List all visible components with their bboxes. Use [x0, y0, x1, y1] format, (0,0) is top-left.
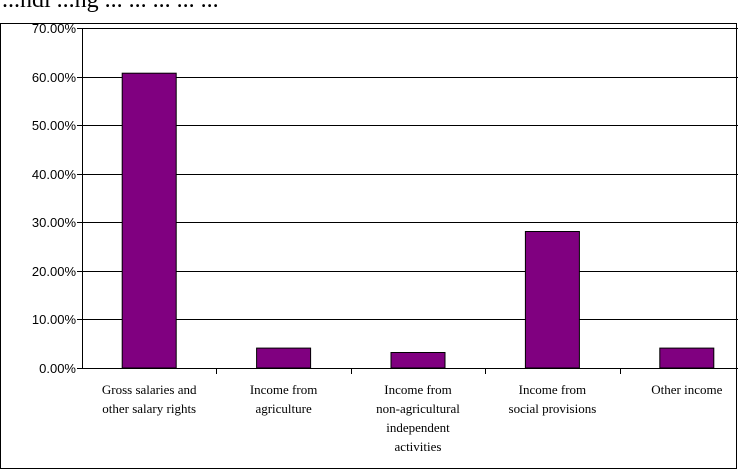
axes — [82, 28, 738, 369]
bar — [524, 231, 580, 369]
x-tick-label: Income from non-agricultural independent ac… — [376, 382, 460, 454]
y-tick-label: 70.00% — [32, 21, 77, 36]
y-tick-label: 40.00% — [32, 167, 77, 182]
y-axis-ticks: 0.00% 10.00% 20.00% 30.00% 40.00% 50.00% 60.00… — [32, 21, 82, 376]
x-tick-label: Gross salaries and other salary rights — [102, 382, 197, 416]
bars — [121, 72, 715, 369]
y-tick-label: 60.00% — [32, 70, 77, 85]
y-tick-label: 20.00% — [32, 264, 77, 279]
x-tick-label: Income from social provisions — [509, 382, 597, 416]
bar — [659, 347, 715, 369]
gridlines — [82, 28, 738, 320]
bar — [390, 352, 446, 369]
bar — [121, 72, 177, 369]
y-tick-label: 50.00% — [32, 118, 77, 133]
x-tick-label: Other income — [651, 382, 722, 397]
x-axis-labels: Gross salaries and other salary rights Inc… — [102, 368, 723, 454]
y-tick-label: 10.00% — [32, 312, 77, 327]
y-tick-label: 30.00% — [32, 215, 77, 230]
bar — [256, 347, 312, 369]
y-tick-label: 0.00% — [39, 361, 76, 376]
chart-title-partial: ...ndi ...ng ... ... ... ... ... — [2, 0, 219, 13]
x-tick-label: Income from agriculture — [250, 382, 318, 416]
